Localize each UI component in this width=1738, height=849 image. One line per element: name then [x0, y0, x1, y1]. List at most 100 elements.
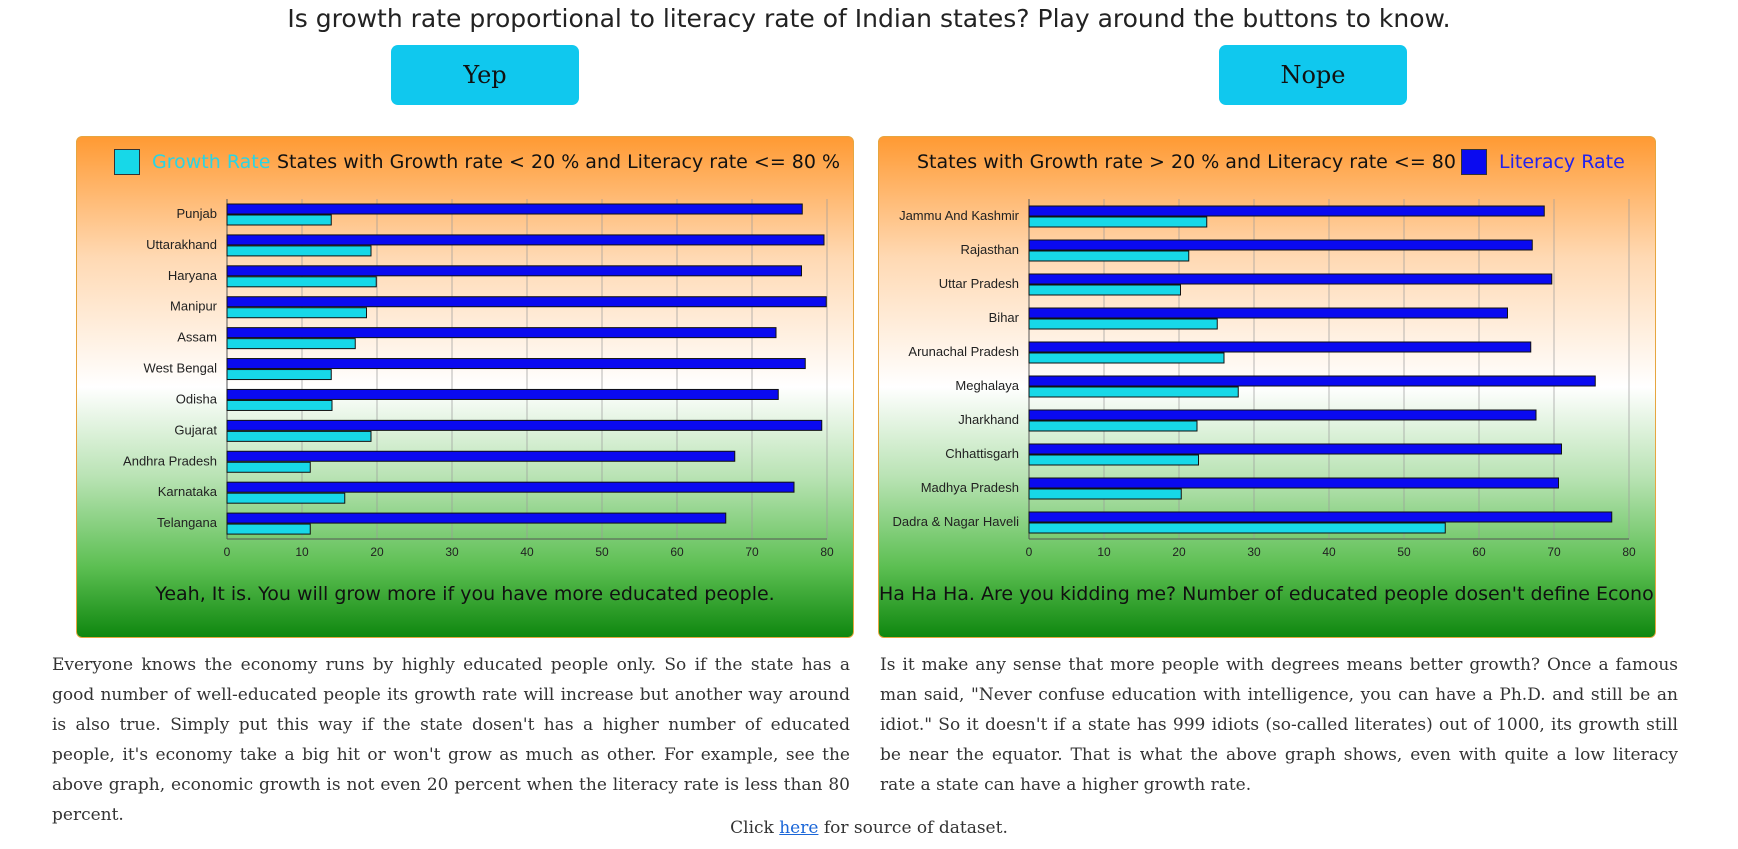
x-tick-label: 50: [595, 545, 609, 559]
literacy-bar-jammu-and-kashmir: [1028, 205, 1545, 217]
x-tick-label: 10: [1097, 545, 1111, 559]
x-tick-label: 30: [1247, 545, 1261, 559]
category-label: Assam: [177, 330, 217, 345]
category-label: Uttarakhand: [146, 237, 217, 252]
category-label: Dadra & Nagar Haveli: [893, 514, 1020, 529]
category-label: Madhya Pradesh: [921, 480, 1019, 495]
source-link[interactable]: here: [779, 818, 819, 838]
x-tick-label: 0: [1026, 545, 1033, 559]
yep-button[interactable]: Yep: [391, 45, 579, 105]
left-chart-title: States with Growth rate < 20 % and Liter…: [277, 151, 841, 173]
growth-bar-karnataka: [226, 492, 346, 504]
literacy-bar-andhra-pradesh: [226, 450, 736, 462]
literacy-bar-rajasthan: [1028, 239, 1533, 251]
category-label: Punjab: [177, 206, 217, 221]
x-tick-label: 70: [745, 545, 759, 559]
literacy-chart-panel: States with Growth rate > 20 % and Liter…: [878, 136, 1656, 638]
growth-bar-chhattisgarh: [1028, 454, 1199, 466]
literacy-bar-uttarakhand: [226, 234, 825, 246]
literacy-bar-west-bengal: [226, 358, 806, 370]
category-label: Haryana: [168, 268, 218, 283]
literacy-bar-gujarat: [226, 419, 823, 431]
x-tick-label: 60: [1472, 545, 1486, 559]
literacy-bar-telangana: [226, 512, 727, 524]
growth-bar-meghalaya: [1028, 386, 1239, 398]
source-suffix: for source of dataset.: [818, 818, 1008, 838]
x-tick-label: 40: [520, 545, 534, 559]
category-label: Odisha: [176, 391, 218, 406]
literacy-bar-haryana: [226, 265, 802, 277]
growth-bar-uttarakhand: [226, 245, 372, 257]
x-tick-label: 80: [1622, 545, 1636, 559]
growth-bar-jammu-and-kashmir: [1028, 216, 1208, 228]
literacy-bar-chhattisgarh: [1028, 443, 1562, 455]
growth-bar-jharkhand: [1028, 420, 1198, 432]
growth-bar-haryana: [226, 276, 377, 288]
growth-bar-assam: [226, 338, 356, 350]
x-tick-label: 60: [670, 545, 684, 559]
left-bar-chart: 0 10 20 30 40 50 60 70 80 Punjab Uttarakhand Haryan…: [123, 199, 834, 559]
category-label: Chhattisgarh: [945, 446, 1019, 461]
growth-bar-rajasthan: [1028, 250, 1190, 262]
category-label: Uttar Pradesh: [939, 276, 1019, 291]
literacy-bar-madhya-pradesh: [1028, 477, 1559, 489]
literacy-legend-swatch: [1461, 149, 1487, 175]
category-label: Arunachal Pradesh: [908, 344, 1019, 359]
left-chart-caption: Yeah, It is. You will grow more if you h…: [155, 583, 775, 605]
x-tick-label: 0: [224, 545, 231, 559]
x-tick-label: 30: [445, 545, 459, 559]
literacy-bar-dadra-nagar-haveli: [1028, 511, 1613, 523]
category-label: Rajasthan: [960, 242, 1019, 257]
nope-button[interactable]: Nope: [1219, 45, 1407, 105]
growth-bar-dadra-nagar-haveli: [1028, 522, 1446, 534]
growth-bar-telangana: [226, 523, 311, 535]
category-label: West Bengal: [144, 361, 218, 376]
growth-bar-odisha: [226, 399, 333, 411]
category-label: Gujarat: [174, 422, 217, 437]
literacy-bar-odisha: [226, 388, 779, 400]
right-chart-caption: Ha Ha Ha. Are you kidding me? Number of …: [879, 583, 1656, 605]
x-tick-label: 40: [1322, 545, 1336, 559]
literacy-bar-manipur: [226, 296, 827, 308]
x-tick-label: 20: [1172, 545, 1186, 559]
literacy-bar-jharkhand: [1028, 409, 1537, 421]
growth-bar-west-bengal: [226, 369, 332, 381]
x-tick-label: 10: [295, 545, 309, 559]
source-line: Click here for source of dataset.: [0, 818, 1738, 838]
right-explanation-paragraph: Is it make any sense that more people wi…: [880, 655, 1678, 795]
left-explanation-paragraph: Everyone knows the economy runs by highl…: [52, 655, 850, 825]
literacy-bar-assam: [226, 327, 777, 339]
growth-bar-andhra-pradesh: [226, 461, 311, 473]
literacy-bar-punjab: [226, 203, 803, 215]
category-label: Manipur: [170, 299, 218, 314]
growth-bar-bihar: [1028, 318, 1218, 330]
literacy-legend-label: Literacy Rate: [1499, 151, 1625, 173]
x-tick-label: 20: [370, 545, 384, 559]
growth-legend-label: Growth Rate: [152, 151, 271, 173]
category-label: Karnataka: [158, 484, 218, 499]
growth-bar-manipur: [226, 307, 367, 319]
growth-chart-panel: Growth Rate States with Growth rate < 20…: [76, 136, 854, 638]
x-tick-label: 80: [820, 545, 834, 559]
growth-bar-punjab: [226, 214, 332, 226]
literacy-bar-meghalaya: [1028, 375, 1596, 387]
literacy-bar-bihar: [1028, 307, 1508, 319]
category-label: Andhra Pradesh: [123, 453, 217, 468]
page-heading: Is growth rate proportional to literacy …: [287, 4, 1451, 33]
growth-bar-madhya-pradesh: [1028, 488, 1182, 500]
category-label: Jharkhand: [958, 412, 1019, 427]
growth-legend-swatch: [114, 149, 140, 175]
x-tick-label: 70: [1547, 545, 1561, 559]
growth-bar-gujarat: [226, 430, 372, 442]
literacy-bar-uttar-pradesh: [1028, 273, 1553, 285]
source-prefix: Click: [730, 818, 780, 838]
category-label: Meghalaya: [955, 378, 1019, 393]
x-tick-label: 50: [1397, 545, 1411, 559]
growth-bar-uttar-pradesh: [1028, 284, 1181, 296]
growth-bar-arunachal-pradesh: [1028, 352, 1225, 364]
literacy-bar-arunachal-pradesh: [1028, 341, 1532, 353]
literacy-bar-karnataka: [226, 481, 795, 493]
category-label: Telangana: [157, 515, 218, 530]
right-chart-title: States with Growth rate > 20 % and Liter…: [917, 151, 1481, 173]
category-label: Jammu And Kashmir: [899, 208, 1020, 223]
